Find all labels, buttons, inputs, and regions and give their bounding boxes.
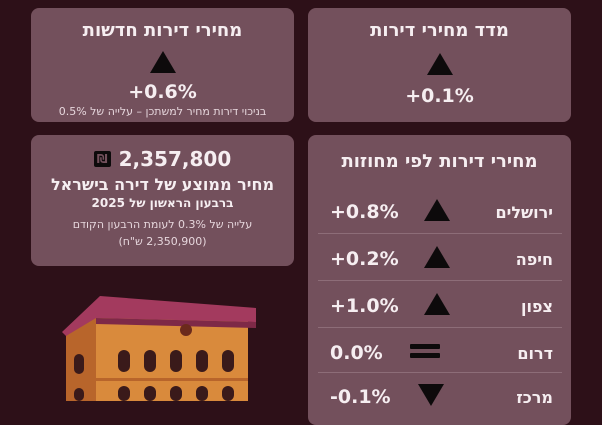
equal-icon: [410, 342, 441, 360]
region-row-south: דרום 0.0%: [326, 338, 553, 368]
region-value: -0.1%: [330, 386, 391, 408]
triangle-down-icon: [418, 384, 445, 406]
region-name: ירושלים: [495, 202, 554, 222]
average-price-title: מחיר ממוצע של דירה בישראל: [50, 175, 275, 194]
region-value: +1.0%: [330, 295, 399, 317]
housing-index-card: מדד מחירי דירות +0.1%: [308, 8, 571, 122]
region-name: צפון: [521, 296, 553, 316]
region-name: מרכז: [516, 387, 553, 407]
divider: [318, 280, 562, 281]
triangle-up-icon: [424, 199, 451, 221]
average-price-comparison: עלייה של 0.3% לעומת הרבעון הקודם: [72, 218, 253, 231]
divider: [318, 372, 562, 373]
average-price-amount: 2,357,800: [118, 147, 232, 171]
average-price-period: ברבעון הראשון של 2025: [91, 196, 234, 210]
triangle-up-icon: [426, 53, 453, 75]
new-apartments-card: מחירי דירות חדשות +0.6% בניכוי דירות מחי…: [31, 8, 294, 122]
shekel-icon: ₪: [93, 151, 111, 167]
region-value: 0.0%: [330, 342, 383, 364]
region-row-center: מרכז -0.1%: [326, 382, 553, 412]
new-apartments-note: בניכוי דירות מחיר למשתכן – עלייה של 0.5%: [58, 105, 267, 118]
divider: [318, 233, 562, 234]
region-value: +0.8%: [330, 201, 399, 223]
new-apartments-change: +0.6%: [128, 81, 197, 103]
triangle-up-icon: [149, 51, 176, 73]
triangle-up-icon: [424, 293, 451, 315]
housing-index-title: מדד מחירי דירות: [370, 20, 509, 41]
building-illustration: [62, 296, 256, 401]
housing-index-change: +0.1%: [405, 85, 474, 107]
region-row-haifa: חיפה +0.2%: [326, 244, 553, 274]
region-value: +0.2%: [330, 248, 399, 270]
average-price-previous: (2,350,900 ש"ח): [118, 235, 207, 248]
region-row-north: צפון +1.0%: [326, 291, 553, 321]
region-row-jerusalem: ירושלים +0.8%: [326, 197, 553, 227]
regions-title: מחירי דירות לפי מחוזות: [341, 151, 538, 172]
divider: [318, 327, 562, 328]
region-name: חיפה: [515, 249, 553, 269]
new-apartments-title: מחירי דירות חדשות: [82, 20, 243, 41]
average-price-card: ₪ 2,357,800 מחיר ממוצע של דירה בישראל בר…: [31, 135, 294, 266]
region-name: דרום: [517, 343, 553, 363]
triangle-up-icon: [424, 246, 451, 268]
